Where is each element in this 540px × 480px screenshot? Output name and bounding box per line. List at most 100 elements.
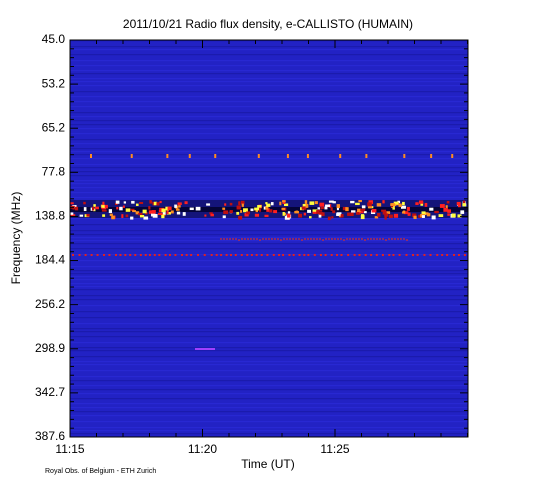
spectrogram-pixel	[429, 207, 434, 211]
spectrogram-row	[70, 54, 468, 56]
spectrogram-row	[70, 254, 468, 256]
spectrogram-pixel	[439, 204, 445, 208]
spectrogram-pixel	[135, 203, 139, 206]
spectrogram-pixel	[241, 203, 244, 207]
spectrogram-pixel	[438, 214, 444, 218]
spectrogram-pixel	[376, 238, 378, 240]
spectrogram-pixel	[302, 203, 308, 208]
spectrogram-row	[70, 347, 468, 349]
spectrogram-pixel	[125, 214, 129, 218]
spectrogram-pixel	[131, 200, 135, 204]
spectrogram-pixel	[316, 210, 320, 214]
spectrogram-pixel	[70, 212, 74, 215]
spectrogram-pixel	[139, 214, 145, 218]
spectrogram-pixel	[367, 202, 372, 207]
spectrogram-pixel	[349, 238, 351, 240]
spectrogram-pixel	[286, 154, 289, 158]
spectrogram-pixel	[209, 212, 213, 215]
spectrogram-pixel	[382, 210, 387, 215]
spectrogram-pixel	[453, 254, 456, 256]
spectrogram-pixel	[327, 216, 331, 221]
spectrogram-pixel	[309, 201, 315, 205]
spectrogram-pixel	[393, 201, 399, 205]
spectrogram-pixel	[262, 238, 264, 240]
y-tick-label: 184.4	[35, 253, 65, 267]
spectrogram-pixel	[189, 207, 194, 211]
spectrogram-pixel	[373, 238, 375, 240]
spectrogram-pixel	[289, 238, 291, 240]
spectrogram-pixel	[318, 212, 323, 215]
spectrogram-row	[70, 151, 468, 153]
spectrogram-pixel	[266, 208, 271, 212]
spectrogram-pixel	[305, 203, 309, 208]
spectrogram-pixel	[158, 254, 161, 256]
spectrogram-row	[70, 224, 468, 226]
spectrogram-pixel	[283, 203, 289, 207]
spectrogram-pixel	[457, 203, 461, 208]
spectrogram-pixel	[176, 208, 180, 211]
spectrogram-pixel	[462, 200, 466, 204]
spectrogram-pixel	[257, 154, 260, 158]
spectrogram-pixel	[415, 202, 419, 205]
spectrogram-pixel	[391, 238, 393, 240]
spectrogram-pixel	[424, 212, 429, 215]
spectrogram-pixel	[148, 254, 151, 256]
spectrogram-pixel	[398, 254, 401, 256]
spectrogram-row	[70, 180, 468, 182]
spectrogram-pixel	[431, 215, 436, 220]
spectrogram-row	[70, 430, 468, 432]
spectrogram-pixel	[240, 210, 243, 213]
spectrogram-pixel	[303, 254, 306, 256]
spectrogram-pixel	[398, 203, 402, 207]
spectrogram-pixel	[108, 209, 112, 214]
spectrogram-pixel	[235, 238, 237, 240]
spectrogram-row	[70, 171, 468, 173]
spectrogram-pixel	[103, 254, 106, 256]
spectrogram-pixel	[331, 238, 333, 240]
spectrogram-pixel	[90, 254, 93, 256]
spectrogram-pixel	[246, 211, 250, 215]
spectrogram-pixel	[256, 238, 258, 240]
spectrogram-pixel	[210, 213, 214, 217]
spectrogram-pixel	[324, 254, 327, 256]
spectrogram-row	[70, 305, 468, 307]
spectrogram-pixel	[284, 216, 290, 220]
spectrogram-row	[70, 164, 468, 166]
spectrogram-pixel	[397, 200, 401, 204]
spectrogram-pixel	[142, 209, 147, 214]
spectrogram-pixel	[441, 254, 444, 256]
spectrogram-row	[70, 60, 468, 62]
spectrogram-pixel	[394, 238, 396, 240]
spectrogram-pixel	[153, 254, 156, 256]
spectrogram-pixel	[119, 254, 122, 256]
spectrogram-pixel	[347, 254, 350, 256]
spectrogram-pixel	[416, 254, 419, 256]
spectrogram-pixel	[162, 210, 166, 215]
spectrogram-pixel	[402, 201, 405, 206]
spectrogram-pixel	[94, 206, 99, 210]
spectrogram-pixel	[282, 254, 285, 256]
spectrogram-pixel	[352, 238, 354, 240]
spectrogram-pixel	[108, 254, 111, 256]
spectrogram-row	[70, 266, 468, 268]
spectrogram-pixel	[138, 212, 143, 216]
spectrogram-pixel	[361, 238, 363, 240]
spectrogram-row	[70, 124, 468, 126]
spectrogram-pixel	[144, 254, 147, 256]
spectrogram-pixel	[412, 213, 417, 218]
spectrogram-pixel	[381, 254, 384, 256]
spectrogram-pixel	[393, 213, 399, 218]
spectrogram-pixel	[151, 213, 156, 217]
spectrogram-pixel	[377, 212, 381, 217]
spectrogram-pixel	[307, 254, 310, 256]
spectrogram-pixel	[188, 154, 191, 158]
spectrogram-pixel	[397, 238, 399, 240]
spectrogram-pixel	[403, 211, 409, 215]
spectrogram-row	[70, 270, 468, 272]
spectrogram-pixel	[364, 239, 366, 241]
spectrogram-pixel	[241, 238, 243, 240]
spectrogram-pixel	[260, 254, 263, 256]
spectrogram-pixel	[168, 254, 171, 256]
spectrogram-row	[70, 85, 468, 87]
spectrogram-pixel	[104, 204, 108, 209]
